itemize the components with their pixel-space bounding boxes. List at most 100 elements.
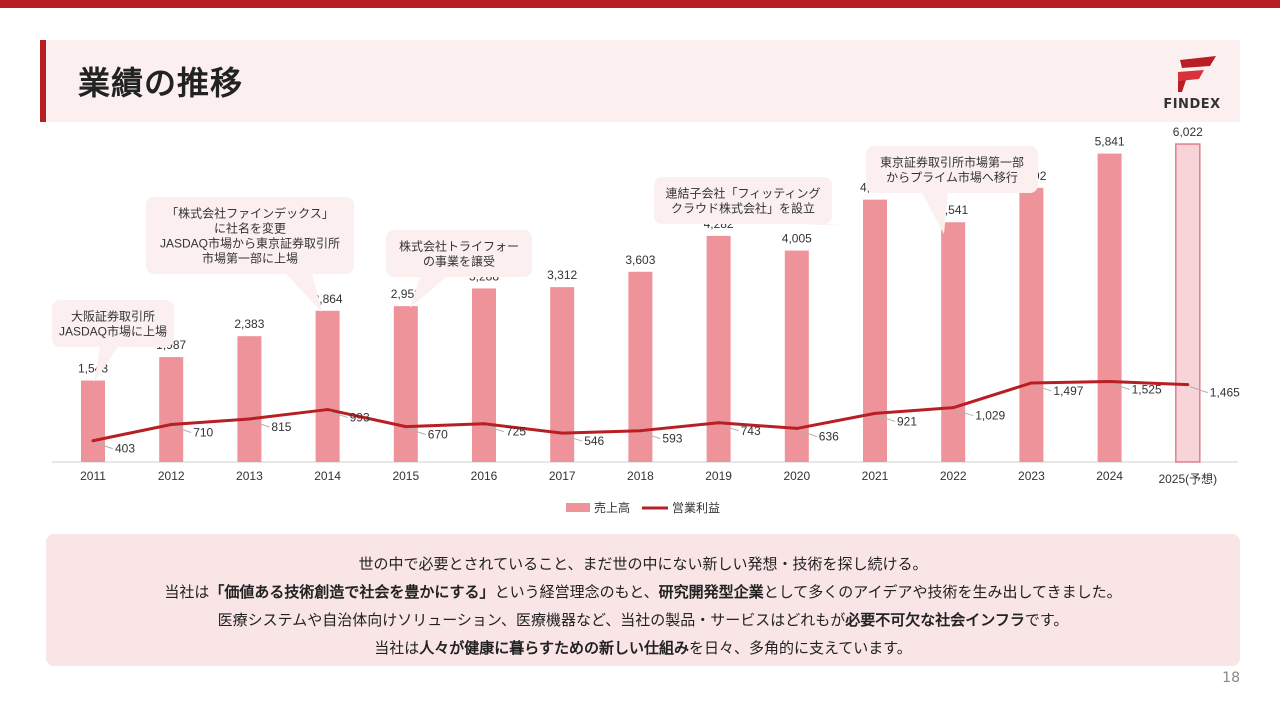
message-line-4: 当社は人々が健康に暮らすための新しい仕組みを日々、多角的に支えています。	[46, 634, 1240, 662]
line-value-label: 670	[428, 428, 448, 442]
data-label-leader	[173, 426, 192, 433]
message-line-3: 医療システムや自治体向けソリューション、医療機器など、当社の製品・サービスはどれ…	[46, 606, 1240, 634]
x-tick-label: 2024	[1096, 469, 1123, 483]
line-point	[795, 426, 799, 430]
data-label-leader	[1033, 384, 1052, 392]
annotation-callout	[52, 300, 174, 347]
data-label-leader	[720, 424, 739, 432]
line-point	[247, 417, 251, 421]
line-point	[404, 425, 408, 429]
annotation-text: 市場第一部に上場	[202, 251, 298, 266]
line-point	[951, 406, 955, 410]
message-segment: 必要不可欠な社会インフラ	[845, 611, 1025, 629]
annotation-text: 東京証券取引所市場第一部	[880, 155, 1024, 170]
page-title: 業績の推移	[78, 64, 244, 102]
line-value-label: 993	[350, 411, 370, 425]
annotation-callout	[654, 177, 832, 224]
annotation-callout	[866, 146, 1038, 193]
callout-pointer	[922, 193, 948, 234]
message-segment: です。	[1024, 611, 1069, 629]
data-label-leader	[642, 432, 661, 440]
x-tick-label: 2011	[80, 469, 106, 483]
line-value-label: 725	[506, 425, 526, 439]
bar-sales	[863, 199, 887, 463]
philosophy-message: 世の中で必要とされていること、まだ世の中にない新しい発想・技術を探し続ける。 当…	[46, 534, 1240, 666]
line-point	[717, 421, 721, 425]
findex-logo: FINDEX	[1160, 54, 1224, 112]
x-tick-label: 2012	[158, 469, 185, 483]
logo-wordmark: FINDEX	[1163, 97, 1221, 112]
annotation-text: の事業を譲受	[423, 254, 495, 269]
legend-swatch-sales	[566, 503, 590, 512]
bar-sales	[393, 306, 418, 462]
annotation-text: 連結子会社「フィッティング	[665, 186, 820, 201]
callout-pointer	[286, 274, 322, 312]
line-point	[91, 439, 95, 443]
x-tick-label: 2015	[392, 469, 419, 483]
data-label-leader	[251, 420, 270, 428]
slide-header: 業績の推移 FINDEX	[40, 40, 1240, 122]
message-segment: として多くのアイデアや技術を生み出してきました。	[763, 583, 1122, 601]
data-label-leader	[955, 409, 974, 417]
x-tick-label: 2017	[549, 469, 576, 483]
line-value-label: 710	[193, 426, 213, 440]
bar-sales	[1097, 153, 1122, 462]
data-label-leader	[564, 434, 583, 442]
x-tick-label: 2019	[705, 469, 732, 483]
annotation-text: JASDAQ市場に上場	[59, 324, 167, 339]
annotation-text: 株式会社トライフォー	[399, 239, 519, 254]
data-label-leader	[798, 429, 817, 437]
message-line-1: 世の中で必要とされていること、まだ世の中にない新しい発想・技術を探し続ける。	[358, 555, 928, 573]
bar-sales	[628, 271, 653, 462]
message-segment: を日々、多角的に支えています。	[688, 639, 912, 657]
x-tick-label: 2020	[783, 469, 810, 483]
bar-value-label: 4,005	[782, 232, 812, 246]
performance-chart: 1,54320111,98720122,38320132,86420142,95…	[52, 125, 1240, 515]
line-value-label: 403	[115, 442, 135, 456]
annotation-text: クラウド株式会社」を設立	[671, 201, 815, 216]
page-number: 18	[1222, 670, 1240, 686]
bar-sales	[1019, 187, 1044, 462]
line-value-label: 1,029	[975, 409, 1005, 423]
data-label-leader	[1111, 383, 1130, 390]
bar-sales	[472, 288, 496, 462]
x-tick-label: 2014	[314, 469, 341, 483]
bar-sales	[706, 235, 731, 462]
annotation-text: に社名を変更	[214, 221, 286, 236]
line-point	[326, 408, 330, 412]
message-segment: 当社は	[164, 583, 210, 601]
legend-label-profit: 営業利益	[672, 501, 720, 515]
bar-sales	[159, 357, 184, 462]
bar-value-label: 2,383	[234, 317, 264, 331]
annotation-text: 「株式会社ファインデックス」	[166, 206, 334, 221]
line-value-label: 546	[584, 434, 604, 448]
annotation-text: からプライム市場へ移行	[886, 170, 1018, 185]
line-value-label: 815	[271, 420, 291, 434]
line-value-label: 1,465	[1210, 386, 1240, 400]
bar-sales	[784, 250, 809, 462]
message-line-2: 当社は「価値ある技術創造で社会を豊かにする」という経営理念のもと、研究開発型企業…	[46, 578, 1240, 606]
data-label-leader	[1189, 386, 1208, 394]
data-label-leader	[329, 411, 348, 419]
bar-sales	[1175, 143, 1201, 463]
x-tick-label: 2016	[471, 469, 498, 483]
annotation-callout	[386, 230, 532, 277]
message-segment: 人々が健康に暮らすための新しい仕組み	[419, 639, 689, 657]
annotation-text: 大阪証券取引所	[71, 309, 155, 324]
line-value-label: 1,525	[1132, 382, 1162, 396]
annotation-text: JASDAQ市場から東京証券取引所	[160, 236, 340, 251]
data-label-leader	[94, 442, 114, 450]
message-segment: 研究開発型企業	[658, 583, 764, 601]
data-label-leader	[876, 414, 896, 422]
line-point	[482, 422, 486, 426]
bar-value-label: 5,841	[1095, 135, 1125, 149]
annotation-callout	[146, 197, 354, 274]
x-tick-label: 2023	[1018, 469, 1045, 483]
x-tick-label: 2013	[236, 469, 263, 483]
bar-value-label: 3,312	[547, 268, 577, 282]
message-segment: 「価値ある技術創造で社会を豊かにする」	[209, 583, 495, 601]
line-point	[1108, 379, 1112, 383]
line-value-label: 1,497	[1053, 384, 1083, 398]
bar-value-label: 3,603	[625, 253, 655, 267]
callout-pointer	[410, 277, 446, 308]
